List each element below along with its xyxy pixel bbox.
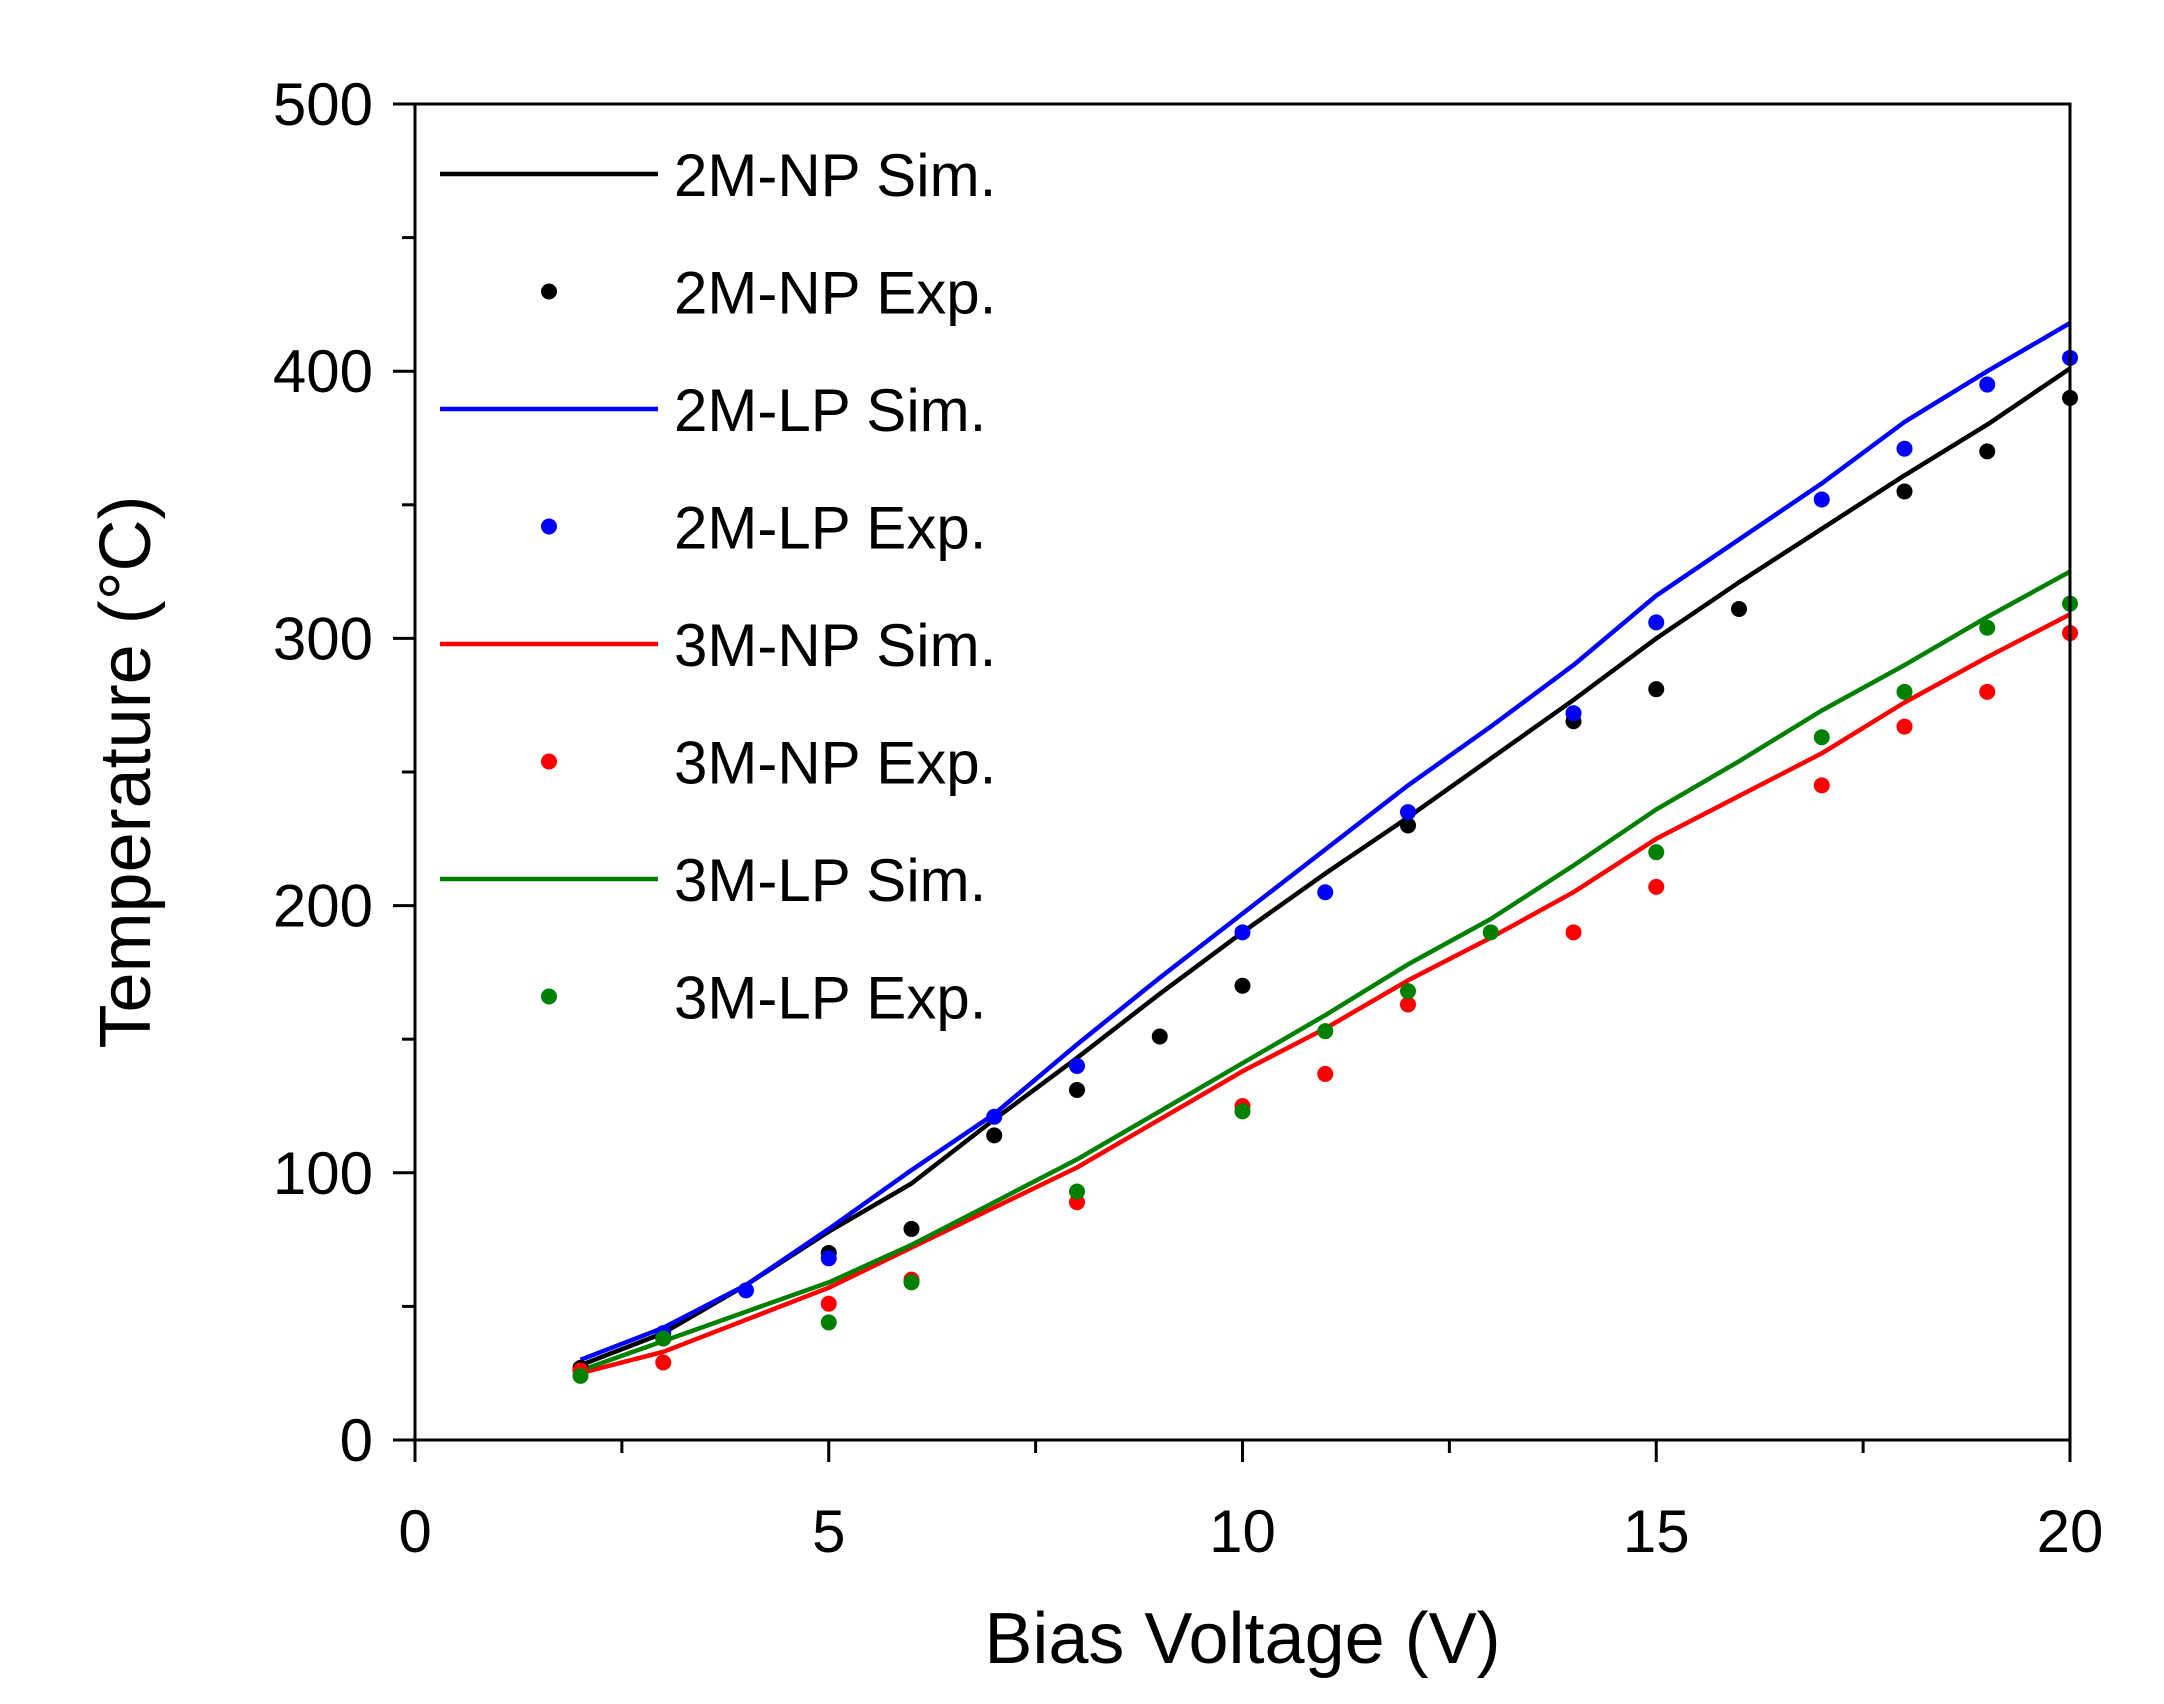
x-tick-label: 15 bbox=[1623, 1498, 1690, 1565]
legend-label-3m-lp-exp: 3M-LP Exp. bbox=[674, 965, 986, 1032]
data-point-3m-lp-exp bbox=[1069, 1183, 1085, 1200]
legend-label-2m-lp-sim: 2M-LP Sim. bbox=[674, 377, 986, 444]
data-point-3m-lp-exp bbox=[655, 1330, 672, 1347]
data-point-3m-np-exp bbox=[1565, 924, 1582, 941]
data-point-3m-np-exp bbox=[1317, 1065, 1334, 1082]
x-tick-label: 5 bbox=[812, 1498, 845, 1565]
data-point-3m-np-exp bbox=[1400, 996, 1416, 1013]
data-point-3m-np-exp bbox=[1979, 683, 1996, 700]
data-point-2m-lp-exp bbox=[986, 1108, 1003, 1125]
legend-swatch-2m-np-exp bbox=[541, 283, 557, 300]
data-point-2m-lp-exp bbox=[738, 1282, 754, 1299]
data-point-2m-lp-exp bbox=[1317, 884, 1334, 901]
data-point-2m-lp-exp bbox=[1896, 440, 1913, 457]
legend-swatch-2m-lp-exp bbox=[541, 518, 557, 535]
series-line-3m-lp-sim bbox=[579, 569, 2072, 1373]
data-point-2m-lp-exp bbox=[1069, 1057, 1085, 1074]
data-point-2m-np-exp bbox=[1234, 977, 1251, 994]
y-tick-label: 0 bbox=[340, 1407, 373, 1474]
x-tick-label: 10 bbox=[1209, 1498, 1276, 1565]
data-point-2m-lp-exp bbox=[1813, 491, 1830, 508]
data-point-2m-np-exp bbox=[1151, 1028, 1168, 1045]
data-point-2m-lp-exp bbox=[1648, 614, 1665, 631]
data-point-2m-np-exp bbox=[1731, 601, 1747, 618]
data-point-3m-np-exp bbox=[820, 1295, 837, 1312]
data-point-3m-lp-exp bbox=[1979, 619, 1996, 636]
legend-label-3m-np-sim: 3M-NP Sim. bbox=[674, 612, 996, 679]
legend-swatch-3m-lp-exp bbox=[541, 988, 557, 1005]
y-tick-label: 300 bbox=[273, 605, 373, 672]
data-point-2m-np-exp bbox=[1069, 1081, 1085, 1098]
data-point-3m-lp-exp bbox=[1482, 924, 1499, 941]
y-tick-label: 200 bbox=[273, 873, 373, 940]
data-point-2m-np-exp bbox=[986, 1127, 1003, 1144]
x-axis-label: Bias Voltage (V) bbox=[984, 1599, 1500, 1679]
legend: 2M-NP Sim. 2M-NP Exp. 2M-LP Sim. 2M-LP Exp.… bbox=[440, 142, 996, 1032]
legend-label-2m-np-exp: 2M-NP Exp. bbox=[674, 260, 996, 327]
data-point-3m-lp-exp bbox=[903, 1274, 920, 1291]
data-point-2m-lp-exp bbox=[1234, 924, 1251, 941]
legend-label-3m-np-exp: 3M-NP Exp. bbox=[674, 730, 996, 797]
legend-label-2m-lp-exp: 2M-LP Exp. bbox=[674, 495, 986, 562]
data-point-3m-np-exp bbox=[1813, 777, 1830, 794]
data-point-3m-lp-exp bbox=[1896, 683, 1913, 700]
plot-area bbox=[572, 321, 2078, 1384]
y-tick-label: 400 bbox=[273, 338, 373, 405]
data-point-3m-lp-exp bbox=[1813, 729, 1830, 746]
data-point-2m-np-exp bbox=[1979, 443, 1996, 460]
legend-label-3m-lp-sim: 3M-LP Sim. bbox=[674, 847, 986, 914]
data-point-2m-lp-exp bbox=[1979, 376, 1996, 393]
data-point-2m-np-exp bbox=[1400, 817, 1416, 834]
data-point-2m-np-exp bbox=[903, 1220, 920, 1237]
legend-swatch-3m-np-exp bbox=[541, 753, 557, 770]
data-point-3m-lp-exp bbox=[1648, 844, 1665, 861]
data-point-3m-np-exp bbox=[1896, 718, 1913, 735]
data-point-3m-lp-exp bbox=[1234, 1103, 1251, 1120]
data-point-2m-lp-exp bbox=[1400, 804, 1416, 821]
x-tick-label: 20 bbox=[2037, 1498, 2104, 1565]
data-point-2m-np-exp bbox=[1896, 483, 1913, 500]
x-tick-label: 0 bbox=[398, 1498, 431, 1565]
data-point-3m-lp-exp bbox=[1400, 983, 1416, 1000]
y-tick-label: 500 bbox=[273, 71, 373, 138]
data-point-2m-lp-exp bbox=[820, 1250, 837, 1267]
data-point-3m-np-exp bbox=[655, 1354, 672, 1371]
data-point-2m-np-exp bbox=[1648, 681, 1665, 698]
data-point-3m-np-exp bbox=[1648, 878, 1665, 895]
y-tick-label: 100 bbox=[273, 1140, 373, 1207]
data-point-3m-lp-exp bbox=[572, 1367, 589, 1384]
legend-label-2m-np-sim: 2M-NP Sim. bbox=[674, 142, 996, 209]
data-point-2m-lp-exp bbox=[1565, 705, 1582, 722]
data-point-3m-lp-exp bbox=[820, 1314, 837, 1331]
data-point-3m-lp-exp bbox=[1317, 1023, 1334, 1040]
series-line-2m-lp-sim bbox=[579, 321, 2072, 1362]
y-axis-label: Temperature (°C) bbox=[86, 496, 166, 1049]
